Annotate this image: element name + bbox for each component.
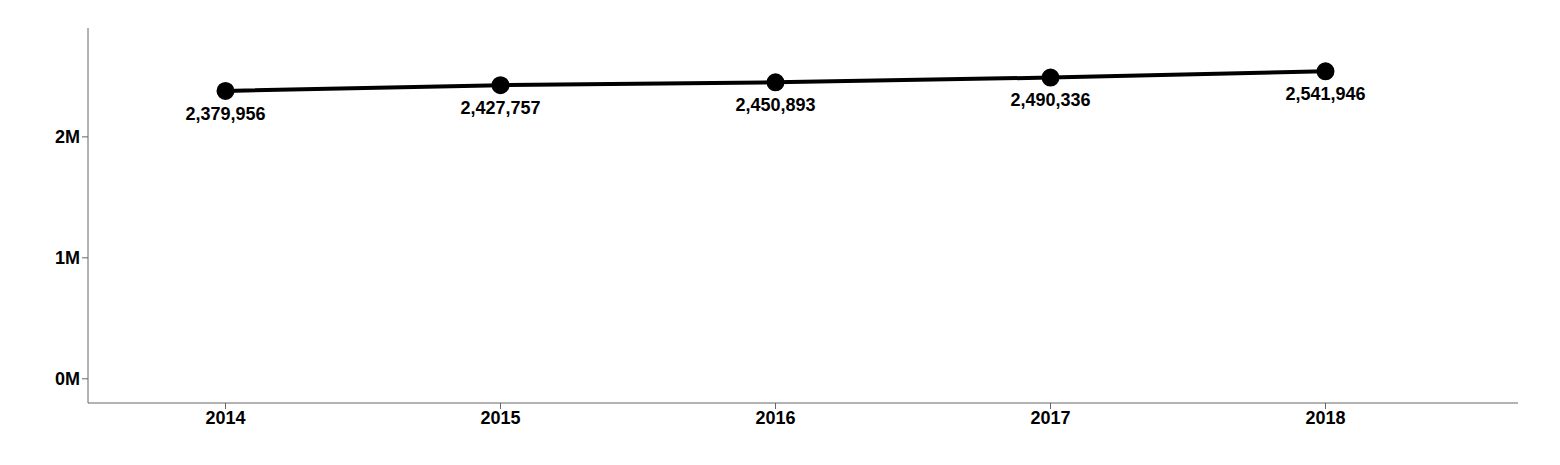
svg-text:2014: 2014 bbox=[205, 408, 245, 428]
svg-text:2,427,757: 2,427,757 bbox=[460, 98, 540, 118]
svg-text:2015: 2015 bbox=[480, 408, 520, 428]
svg-text:2,490,336: 2,490,336 bbox=[1010, 90, 1090, 110]
svg-text:2,379,956: 2,379,956 bbox=[185, 104, 265, 124]
svg-text:2M: 2M bbox=[55, 127, 80, 147]
svg-text:2,450,893: 2,450,893 bbox=[735, 95, 815, 115]
svg-text:0M: 0M bbox=[55, 369, 80, 389]
svg-text:2,541,946: 2,541,946 bbox=[1285, 84, 1365, 104]
svg-text:2018: 2018 bbox=[1305, 408, 1345, 428]
svg-text:2016: 2016 bbox=[755, 408, 795, 428]
svg-text:1M: 1M bbox=[55, 248, 80, 268]
svg-text:2017: 2017 bbox=[1030, 408, 1070, 428]
